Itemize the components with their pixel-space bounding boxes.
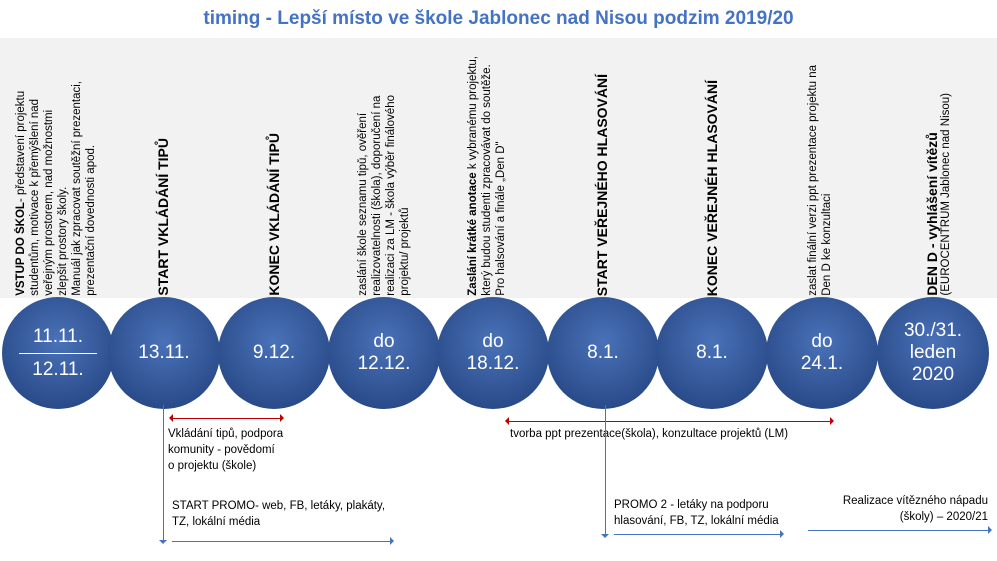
ppt-range-arrow bbox=[508, 421, 830, 422]
arrow-head bbox=[780, 530, 788, 538]
milestone-circle-8: do 24.1. bbox=[766, 297, 878, 409]
arrow-head bbox=[830, 417, 838, 425]
milestone-text-1: VSTUP DO ŠKOL- představení projektu stud… bbox=[15, 81, 97, 296]
milestone-text-2: START VKLÁDÁNÍ TIPŮ bbox=[155, 138, 171, 296]
milestone-circle-7: 8.1. bbox=[656, 297, 768, 409]
realizace-arrow bbox=[808, 530, 988, 531]
milestone-text-4: zaslání škole seznamu tipů, ověření real… bbox=[357, 95, 411, 296]
arrow-head bbox=[988, 526, 996, 534]
milestone-text-5: Zaslání krátké anotace k vybranému proje… bbox=[467, 56, 507, 296]
milestone-text-7: KONEC VEŘEJNÉH HLASOVÁNÍ bbox=[704, 79, 720, 296]
milestone-text-6: START VEŘEJNÉHO HLASOVÁNÍ bbox=[594, 73, 610, 296]
arrow-head bbox=[501, 417, 509, 425]
arrow-head bbox=[280, 414, 288, 422]
milestone-circle-3: 9.12. bbox=[218, 297, 330, 409]
promo2-arrow bbox=[614, 534, 780, 535]
arrow-head bbox=[165, 414, 173, 422]
tips-range-arrow bbox=[172, 418, 280, 419]
milestone-text-9: DEN D - vyhlášení vítězů (EUROCENTRUM Ja… bbox=[924, 93, 952, 296]
milestone-circle-6: 8.1. bbox=[547, 297, 659, 409]
note-promo1: START PROMO- web, FB, letáky, plakáty, T… bbox=[172, 500, 386, 528]
note-promo2: PROMO 2 - letáky na podporu hlasování, F… bbox=[614, 499, 779, 527]
arrow-head bbox=[390, 537, 398, 545]
milestone-text-3: KONEC VKLÁDÁNÍ TIPŮ bbox=[266, 133, 282, 296]
milestone-circle-9: 30./31. leden 2020 bbox=[877, 297, 989, 409]
milestone-circle-5: do 18.12. bbox=[437, 297, 549, 409]
vertical-line-promo1 bbox=[163, 405, 164, 543]
milestone-circle-2: 13.11. bbox=[108, 297, 220, 409]
note-ppt: tvorba ppt prezentace(škola), konzultace… bbox=[510, 428, 789, 440]
diagram-title: timing - Lepší místo ve škole Jablonec n… bbox=[203, 8, 794, 29]
milestone-text-8: zaslat finální verzi ppt prezentace proj… bbox=[807, 65, 833, 296]
arrow-head bbox=[601, 534, 609, 542]
arrow-head bbox=[159, 540, 167, 548]
note-tips: Vkládání tipů, podpora komunity - povědo… bbox=[168, 428, 284, 472]
timeline-band bbox=[0, 38, 997, 298]
vertical-line-promo2 bbox=[605, 405, 606, 537]
milestone-circle-1: 11.11. 12.11. bbox=[2, 297, 114, 409]
milestone-circle-4: do 12.12. bbox=[328, 297, 440, 409]
promo1-arrow bbox=[172, 541, 390, 542]
note-realizace: Realizace vítězného nápadu (školy) – 202… bbox=[842, 495, 988, 523]
